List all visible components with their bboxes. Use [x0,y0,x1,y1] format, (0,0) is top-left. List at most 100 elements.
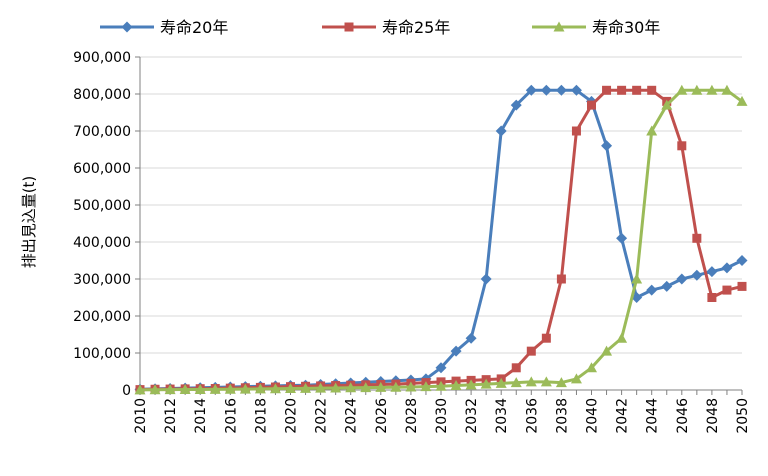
data-point [707,293,717,302]
y-tick-label: 0 [122,383,131,399]
data-point [526,346,536,356]
y-tick-label: 100,000 [73,346,131,362]
x-tick-label: 2010 [133,398,149,434]
data-point [555,84,567,96]
data-point [480,378,492,389]
x-tick-label: 2022 [314,398,330,434]
data-point [722,285,732,295]
legend: 寿命20年 寿命25年 寿命30年 [100,18,660,37]
x-tick-label: 2020 [284,398,300,434]
data-point [375,381,387,392]
series-layer [134,84,748,395]
x-tick-label: 2038 [554,398,570,434]
x-tick-label: 2012 [163,398,179,434]
data-point [721,262,733,274]
data-point [692,233,702,243]
data-point [601,345,613,356]
data-point [465,332,477,344]
data-point [254,383,266,394]
data-point [736,95,748,106]
legend-label: 寿命25年 [382,18,450,37]
x-tick-label: 2034 [494,398,510,434]
data-point [269,383,281,394]
x-tick-label: 2044 [645,398,661,434]
x-tick-label: 2030 [434,398,450,434]
y-tick-label: 300,000 [73,272,131,288]
data-point [465,379,477,390]
data-point [736,255,748,266]
legend-item-3: 寿命30年 [532,18,660,37]
legend-item-1: 寿命20年 [100,18,228,37]
data-point [647,85,657,95]
y-tick-label: 500,000 [73,198,131,214]
data-point [315,382,327,393]
x-tick-label: 2014 [193,398,209,434]
data-point [661,280,673,292]
gridlines [140,56,742,354]
data-point [405,381,417,392]
data-point [435,362,447,374]
data-point [676,273,688,285]
x-tick-label: 2018 [253,398,269,434]
data-point [239,383,251,394]
x-tick-label: 2050 [735,398,751,434]
data-point [601,140,613,152]
x-tick-label: 2024 [344,398,360,434]
data-point [134,384,146,395]
x-tick-label: 2016 [223,398,239,434]
y-tick-label: 900,000 [73,50,131,66]
data-point [435,380,447,391]
x-tick-label: 2036 [524,398,540,434]
data-point [330,382,342,393]
data-point [450,380,462,391]
data-point [149,384,161,395]
data-point [495,377,507,388]
data-point [691,269,703,281]
data-point [571,126,581,136]
x-tick-label: 2048 [705,398,721,434]
data-point [616,232,628,244]
data-point [617,85,627,95]
x-tick-label: 2042 [615,398,631,434]
data-point [661,99,673,110]
data-point [570,84,582,96]
data-point [737,281,747,291]
data-point [556,274,566,284]
data-point [390,381,402,392]
x-tick-label: 2032 [464,398,480,434]
data-point [541,333,551,343]
legend-label: 寿命20年 [160,18,228,37]
legend-marker [553,21,565,32]
data-point [420,381,432,392]
data-point [587,100,596,110]
data-point [706,84,718,95]
data-point [345,382,357,393]
data-point [555,377,567,388]
y-tick-label: 700,000 [73,124,131,140]
data-point [616,332,628,343]
data-point [540,376,552,387]
series-3 [134,84,748,395]
data-point [706,266,718,278]
data-point [510,99,522,111]
data-point [586,362,597,373]
data-point [480,273,492,285]
data-point [194,383,206,394]
data-point [164,384,176,395]
data-point [570,373,582,384]
data-point [510,377,522,388]
x-tick-labels: 2010 2012 2014 2016 2018 2020 2022 2024 2026 2028… [133,398,751,434]
data-point [360,382,372,393]
y-tick-labels: 0 100,000 200,000 300,000 400,000 500,000 600,… [73,50,131,399]
y-tick-label: 400,000 [73,235,131,251]
data-point [632,85,642,95]
data-point [179,384,191,395]
data-point [525,376,537,387]
data-point [691,84,703,95]
legend-marker [344,22,354,32]
data-point [631,273,643,284]
data-point [300,382,312,393]
data-point [495,125,507,137]
data-point [450,345,462,357]
